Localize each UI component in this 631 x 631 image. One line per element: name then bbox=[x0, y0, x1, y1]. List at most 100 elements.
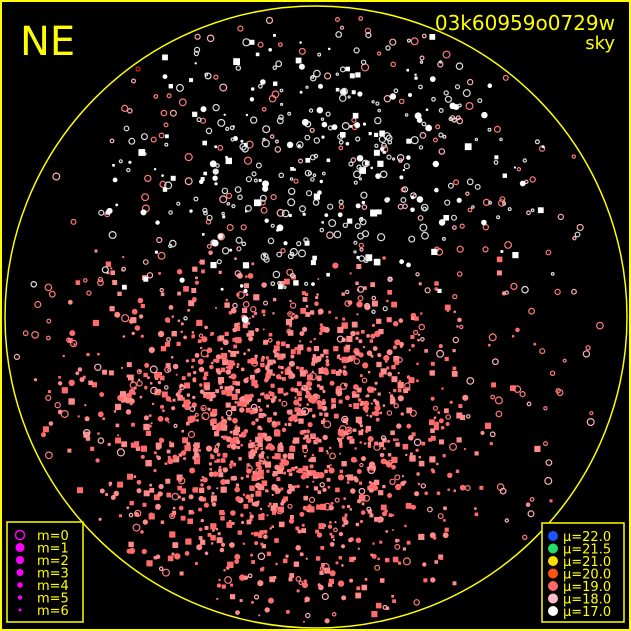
star-marker bbox=[269, 527, 273, 530]
star-marker bbox=[338, 531, 344, 537]
star-marker bbox=[299, 552, 304, 557]
star-marker bbox=[262, 125, 271, 134]
star-marker bbox=[125, 409, 132, 415]
star-marker bbox=[336, 385, 341, 390]
star-marker bbox=[355, 592, 362, 599]
star-marker bbox=[286, 268, 294, 276]
star-marker bbox=[381, 142, 387, 149]
star-marker bbox=[314, 301, 319, 307]
star-marker bbox=[496, 256, 503, 263]
star-marker bbox=[339, 66, 346, 73]
star-marker bbox=[156, 455, 162, 461]
star-marker bbox=[274, 429, 280, 435]
star-marker bbox=[372, 346, 378, 351]
star-marker bbox=[460, 414, 466, 421]
star-marker bbox=[317, 52, 322, 57]
star-marker bbox=[408, 377, 415, 384]
star-marker bbox=[244, 283, 249, 289]
star-marker bbox=[280, 371, 284, 374]
star-marker bbox=[335, 87, 340, 92]
star-marker bbox=[386, 154, 392, 160]
star-marker bbox=[250, 450, 256, 456]
star-marker bbox=[251, 475, 258, 481]
star-marker bbox=[83, 431, 90, 438]
star-marker bbox=[312, 199, 320, 206]
star-marker bbox=[358, 487, 366, 495]
star-marker bbox=[272, 373, 276, 376]
star-marker bbox=[345, 426, 353, 435]
star-marker bbox=[217, 233, 224, 240]
star-marker bbox=[171, 552, 175, 556]
star-marker bbox=[162, 74, 168, 79]
star-marker bbox=[359, 519, 364, 524]
star-marker bbox=[424, 491, 429, 496]
star-marker bbox=[279, 462, 283, 467]
star-marker bbox=[179, 384, 185, 391]
star-marker bbox=[343, 418, 348, 423]
star-marker bbox=[452, 366, 457, 371]
star-marker bbox=[289, 251, 295, 257]
star-marker bbox=[296, 350, 301, 355]
star-marker bbox=[214, 431, 220, 437]
star-marker bbox=[218, 270, 222, 274]
star-marker bbox=[434, 560, 438, 564]
star-marker bbox=[425, 124, 432, 132]
star-marker bbox=[119, 514, 122, 518]
star-marker bbox=[361, 456, 366, 462]
star-marker bbox=[571, 154, 577, 159]
star-marker bbox=[397, 395, 404, 402]
star-marker bbox=[355, 393, 360, 398]
star-marker bbox=[339, 430, 346, 437]
star-marker bbox=[289, 299, 292, 303]
star-marker bbox=[423, 578, 428, 583]
star-marker bbox=[218, 381, 222, 385]
star-marker bbox=[371, 553, 377, 559]
star-marker bbox=[162, 409, 165, 413]
star-marker bbox=[338, 94, 347, 102]
star-marker bbox=[331, 124, 338, 130]
star-marker bbox=[456, 197, 462, 203]
color-legend-label: μ=20.0 bbox=[563, 568, 611, 583]
star-marker bbox=[248, 336, 254, 342]
star-marker bbox=[73, 343, 76, 346]
star-marker bbox=[361, 63, 370, 72]
star-marker bbox=[313, 337, 316, 341]
star-marker bbox=[345, 474, 348, 478]
star-marker bbox=[387, 453, 392, 457]
size-legend-label: m=0 bbox=[37, 529, 69, 544]
star-marker bbox=[361, 159, 370, 168]
star-marker bbox=[430, 396, 435, 401]
star-marker bbox=[202, 233, 205, 236]
star-marker bbox=[442, 532, 449, 539]
star-marker bbox=[330, 501, 334, 505]
star-marker bbox=[260, 362, 265, 368]
star-marker bbox=[346, 504, 351, 509]
star-marker bbox=[65, 337, 71, 343]
star-marker bbox=[237, 194, 243, 201]
star-marker bbox=[349, 556, 355, 563]
size-legend-label: m=2 bbox=[37, 554, 69, 569]
star-marker bbox=[204, 525, 209, 530]
star-marker bbox=[214, 460, 217, 463]
star-marker bbox=[511, 334, 515, 338]
star-marker bbox=[335, 387, 342, 394]
star-marker bbox=[249, 410, 255, 415]
star-marker bbox=[377, 108, 382, 113]
star-marker bbox=[382, 404, 386, 407]
star-marker bbox=[108, 481, 113, 486]
star-marker bbox=[454, 84, 461, 90]
star-marker bbox=[246, 332, 251, 337]
star-marker bbox=[249, 517, 253, 522]
star-marker bbox=[379, 452, 385, 458]
star-marker bbox=[268, 391, 272, 395]
color-legend-label: μ=18.0 bbox=[563, 593, 611, 608]
star-marker bbox=[348, 161, 354, 167]
star-marker bbox=[327, 203, 334, 210]
star-marker bbox=[332, 262, 339, 269]
star-marker bbox=[305, 85, 309, 89]
star-marker bbox=[155, 455, 159, 458]
star-marker bbox=[115, 403, 122, 410]
star-marker bbox=[339, 469, 343, 474]
star-marker bbox=[298, 249, 307, 258]
